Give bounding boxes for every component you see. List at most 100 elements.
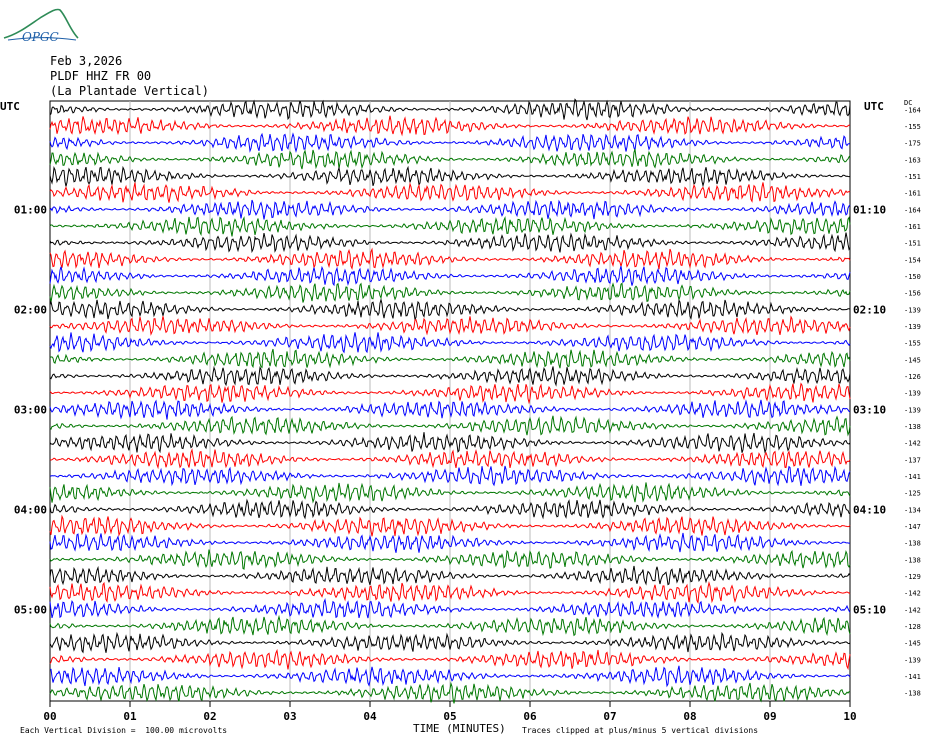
dc-offset-label: -156	[904, 290, 921, 298]
left-hour-label: 01:00	[14, 203, 47, 216]
x-tick-label: 00	[43, 710, 56, 723]
dc-offset-label: -139	[904, 323, 921, 331]
trace-row	[49, 580, 851, 604]
trace-row	[49, 182, 851, 203]
trace-row	[49, 247, 851, 271]
trace-row	[49, 315, 851, 336]
left-hour-label: 04:00	[14, 503, 47, 516]
dc-offset-label: -161	[904, 223, 921, 231]
dc-offset-label: -129	[904, 573, 921, 581]
x-tick-label: 06	[523, 710, 537, 723]
trace-row	[49, 498, 851, 520]
dc-offset-label: -164	[904, 106, 921, 114]
dc-offset-label: -139	[904, 406, 921, 414]
dc-offset-label: -163	[904, 156, 921, 164]
trace-row	[49, 366, 851, 387]
dc-offset-label: -175	[904, 140, 921, 148]
dc-offset-labels: -164 -155 -175 -163 -151 -161 -164 -161 -151 -154…	[904, 106, 921, 697]
dc-offset-label: -142	[904, 440, 921, 448]
dc-offset-label: -134	[904, 506, 921, 514]
trace-row	[49, 297, 851, 322]
opgc-logo: OPGC	[3, 8, 79, 44]
grid-lines	[129, 101, 771, 701]
x-tick-label: 03	[283, 710, 296, 723]
left-hour-label: 05:00	[14, 603, 47, 616]
left-time-labels: 01:00 02:00 03:00 04:00 05:00	[14, 203, 47, 616]
seismic-traces	[49, 98, 851, 704]
x-tick-label: 01	[123, 710, 137, 723]
dc-offset-label: -161	[904, 190, 921, 198]
dc-offset-label: -151	[904, 240, 921, 248]
trace-row	[49, 415, 851, 437]
trace-row	[49, 631, 851, 654]
dc-offset-label: -154	[904, 256, 921, 264]
trace-row	[49, 514, 851, 537]
dc-offset-label: -147	[904, 523, 921, 531]
trace-row	[49, 614, 851, 637]
trace-row	[49, 665, 851, 688]
x-axis-title: TIME (MINUTES)	[413, 722, 506, 735]
right-hour-label: 01:10	[853, 203, 886, 216]
right-utc-label: UTC	[864, 100, 884, 113]
trace-row	[49, 199, 851, 220]
trace-row	[49, 382, 851, 405]
trace-row	[49, 265, 851, 287]
trace-row	[49, 549, 851, 570]
trace-row	[49, 98, 851, 121]
trace-row	[49, 448, 851, 470]
station-description: (La Plantade Vertical)	[50, 84, 209, 98]
trace-row	[49, 432, 851, 454]
trace-row	[49, 399, 851, 420]
left-hour-label: 02:00	[14, 303, 47, 316]
trace-row	[49, 648, 851, 671]
dc-offset-label: -138	[904, 690, 921, 698]
trace-row	[49, 282, 851, 303]
x-tick-label: 04	[363, 710, 377, 723]
dc-offset-label: -138	[904, 556, 921, 564]
clip-note: Traces clipped at plus/minus 5 vertical …	[522, 726, 759, 735]
trace-row	[49, 132, 851, 153]
x-tick-label: 05	[443, 710, 456, 723]
scale-note: Each Vertical Division = 100.00 microvol…	[20, 726, 228, 735]
right-hour-label: 02:10	[853, 303, 886, 316]
dc-offset-label: -141	[904, 473, 921, 481]
x-tick-label: 09	[763, 710, 776, 723]
right-hour-label: 05:10	[853, 603, 886, 616]
x-tick-label: 08	[683, 710, 696, 723]
dc-offset-label: -126	[904, 373, 921, 381]
right-time-labels: 01:10 02:10 03:10 04:10 05:10	[853, 203, 886, 616]
right-hour-label: 03:10	[853, 403, 886, 416]
dc-offset-label: -138	[904, 540, 921, 548]
trace-row	[49, 232, 851, 254]
left-hour-label: 03:00	[14, 403, 47, 416]
dc-offset-label: -142	[904, 590, 921, 598]
dc-offset-label: -138	[904, 423, 921, 431]
trace-row	[49, 482, 851, 504]
station-label: PLDF HHZ FR 00	[50, 69, 152, 83]
dc-offset-label: -142	[904, 606, 921, 614]
x-axis-ticks: 00 01 02 03 04 05 06 07 08 09 10	[43, 701, 857, 723]
dc-offset-label: -139	[904, 656, 921, 664]
trace-row	[49, 532, 851, 553]
trace-row	[49, 465, 851, 487]
dc-offset-label: -155	[904, 340, 921, 348]
dc-offset-label: -128	[904, 623, 921, 631]
dc-offset-label: -137	[904, 456, 921, 464]
trace-row	[49, 681, 851, 704]
trace-row	[49, 565, 851, 586]
dc-offset-label: -125	[904, 490, 921, 498]
dc-offset-label: -150	[904, 273, 921, 281]
trace-row	[49, 115, 851, 137]
left-utc-label: UTC	[0, 100, 20, 113]
date-label: Feb 3,2026	[50, 54, 123, 68]
dc-offset-label: -139	[904, 390, 921, 398]
x-tick-label: 07	[603, 710, 616, 723]
trace-row	[49, 165, 850, 188]
x-tick-label: 10	[843, 710, 856, 723]
trace-row	[49, 149, 851, 170]
dc-header-label: DC	[904, 99, 912, 107]
dc-offset-label: -141	[904, 673, 921, 681]
dc-offset-label: -145	[904, 640, 921, 648]
logo-text: OPGC	[22, 30, 59, 44]
